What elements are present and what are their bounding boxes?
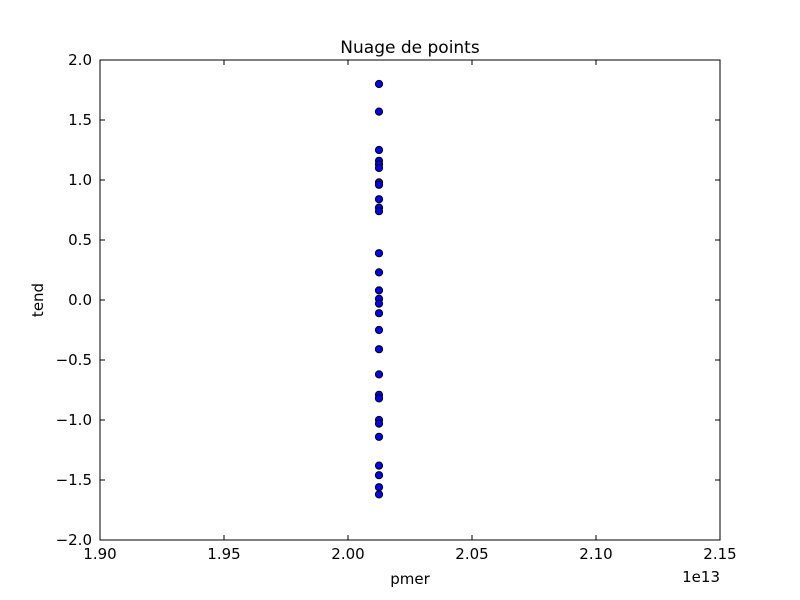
data-point xyxy=(374,286,384,295)
y-tick-label: 1.0 xyxy=(68,171,92,189)
data-points xyxy=(374,79,384,499)
x-tick-label: 2.15 xyxy=(703,545,736,563)
data-point xyxy=(374,345,384,354)
data-point xyxy=(374,483,384,492)
data-point xyxy=(374,268,384,277)
y-tick-label: 0.5 xyxy=(68,231,92,249)
y-axis-label: tend xyxy=(29,283,47,317)
data-point xyxy=(374,180,384,189)
data-point xyxy=(374,490,384,499)
y-tick-label: −1.0 xyxy=(56,411,92,429)
data-point xyxy=(374,471,384,480)
data-point xyxy=(374,107,384,116)
data-point xyxy=(374,394,384,403)
data-point xyxy=(374,249,384,258)
y-tick-label: −0.5 xyxy=(56,351,92,369)
data-point xyxy=(374,370,384,379)
y-tick-label: 0.0 xyxy=(68,291,92,309)
x-tick-label: 2.00 xyxy=(331,545,364,563)
data-point xyxy=(374,432,384,441)
data-point xyxy=(374,163,384,173)
x-tick-label: 2.05 xyxy=(455,545,488,563)
x-axis-offset-label: 1e13 xyxy=(682,568,720,586)
x-axis-ticks: 1.90 1.95 2.00 2.05 2.10 2.15 xyxy=(83,60,737,563)
y-tick-label: 1.5 xyxy=(68,111,92,129)
x-tick-label: 1.90 xyxy=(83,545,116,563)
data-point xyxy=(374,309,384,318)
chart-title: Nuage de points xyxy=(340,38,480,58)
data-point xyxy=(374,299,384,308)
y-tick-label: −1.5 xyxy=(56,471,92,489)
data-point xyxy=(374,419,384,428)
data-point xyxy=(374,461,384,470)
data-point xyxy=(374,207,384,216)
data-point xyxy=(374,79,384,89)
data-point xyxy=(374,195,384,204)
plot-frame xyxy=(99,59,721,541)
y-tick-label: 2.0 xyxy=(68,51,92,69)
x-axis-label: pmer xyxy=(390,570,430,588)
data-point xyxy=(374,325,384,335)
data-point xyxy=(374,145,384,155)
y-axis-ticks: −2.0 −1.5 −1.0 −0.5 0.0 0.5 1.0 1.5 2.0 xyxy=(56,51,720,549)
x-tick-label: 1.95 xyxy=(207,545,240,563)
y-tick-label: −2.0 xyxy=(56,531,92,549)
x-tick-label: 2.10 xyxy=(579,545,612,563)
